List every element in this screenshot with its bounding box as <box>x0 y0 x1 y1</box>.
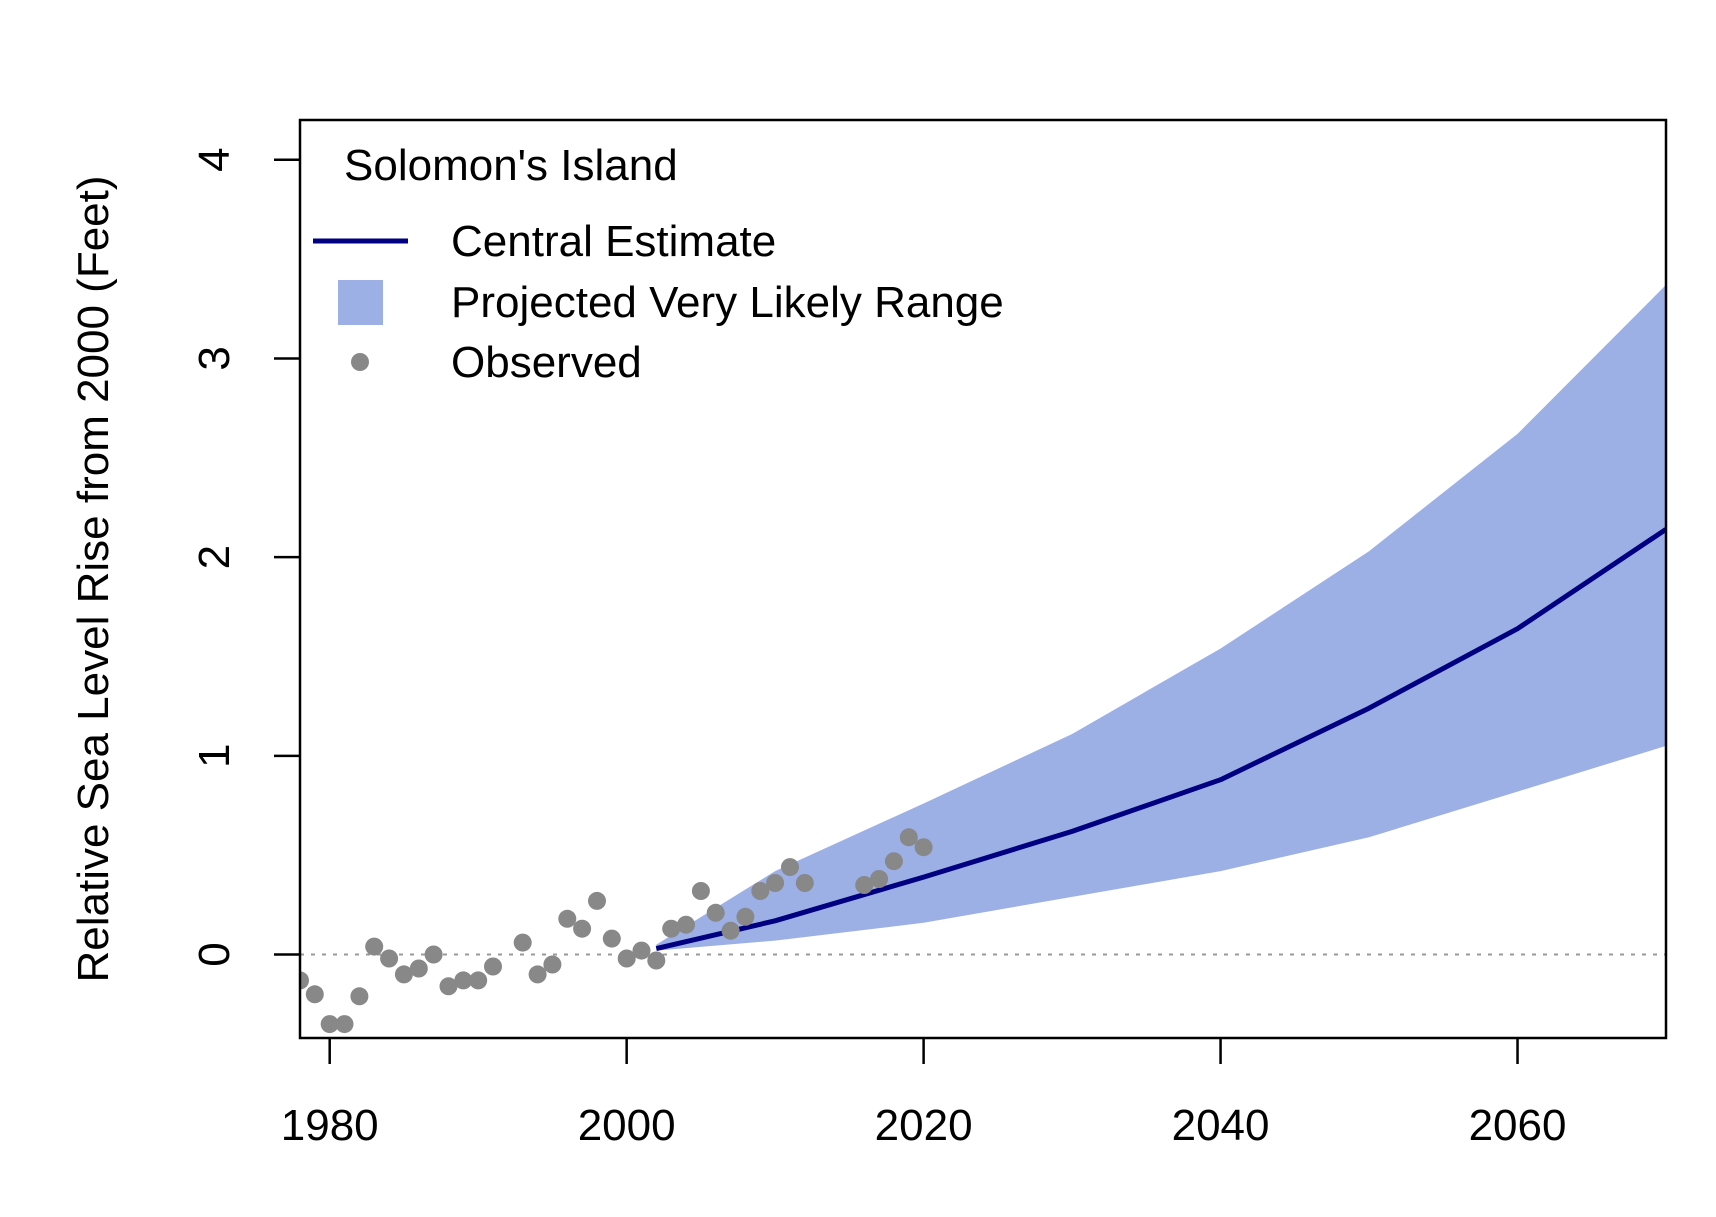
observed-point <box>513 933 532 952</box>
observed-point <box>558 909 577 928</box>
y-axis: 0 1 2 3 4 <box>190 147 300 967</box>
x-tick-label: 1980 <box>281 1101 379 1150</box>
observed-point <box>870 870 889 888</box>
observed-point <box>454 971 473 990</box>
y-axis-title: Relative Sea Level Rise from 2000 (Feet) <box>69 175 118 982</box>
observed-point <box>300 971 309 990</box>
observed-point <box>439 977 458 996</box>
legend-area-swatch <box>338 280 383 325</box>
observed-point <box>543 955 562 974</box>
observed-point <box>320 1015 339 1034</box>
observed-point <box>899 828 918 847</box>
observed-point <box>632 941 651 960</box>
plot-area <box>300 284 1666 1034</box>
observed-point <box>350 987 369 1006</box>
y-tick-label: 3 <box>190 346 239 370</box>
x-tick-label: 2000 <box>578 1101 676 1150</box>
plot-frame <box>298 118 1668 1040</box>
observed-point <box>305 985 324 1004</box>
y-tick-label: 4 <box>190 147 239 171</box>
range-band <box>656 284 1666 951</box>
x-tick-label: 2040 <box>1172 1101 1270 1150</box>
observed-point <box>677 915 695 934</box>
y-tick-label: 0 <box>190 942 239 966</box>
y-tick-label: 2 <box>190 545 239 569</box>
central-estimate-line <box>655 527 1666 952</box>
y-tick-label: 1 <box>190 744 239 768</box>
x-axis: 1980 2000 2020 2040 2060 <box>281 1038 1567 1150</box>
observed-point <box>795 874 814 892</box>
legend-label-central-estimate: Central Estimate <box>451 217 776 266</box>
observed-point <box>573 919 592 938</box>
legend-point-swatch <box>351 353 369 371</box>
observed-point <box>721 921 740 940</box>
observed-point <box>335 1015 354 1034</box>
x-tick-label: 2020 <box>875 1101 973 1150</box>
x-tick-label: 2060 <box>1469 1101 1567 1150</box>
observed-point <box>691 882 710 900</box>
observed-point <box>647 951 666 970</box>
observed-point <box>602 929 621 948</box>
observed-point <box>751 882 770 900</box>
observed-point <box>528 965 547 984</box>
observed-point <box>409 959 428 978</box>
observed-point <box>884 852 903 871</box>
legend-title: Solomon's Island <box>344 141 678 190</box>
observed-point <box>469 971 488 990</box>
observed-point <box>380 949 399 968</box>
observed-point <box>617 949 636 968</box>
legend-label-range: Projected Very Likely Range <box>451 278 1004 327</box>
observed-point <box>394 965 413 984</box>
observed-point <box>588 891 606 910</box>
legend: Solomon's Island Central Estimate Projec… <box>313 141 1004 387</box>
observed-point <box>662 919 681 938</box>
observed-point <box>365 937 384 956</box>
observed-point <box>736 907 755 926</box>
observed-point <box>914 838 933 857</box>
observed-point <box>766 874 785 892</box>
observed-point <box>706 903 725 922</box>
observed-point <box>781 858 799 877</box>
observed-point <box>855 876 874 894</box>
observed-point <box>424 945 443 964</box>
observed-point <box>484 957 502 976</box>
legend-label-observed: Observed <box>451 338 642 387</box>
